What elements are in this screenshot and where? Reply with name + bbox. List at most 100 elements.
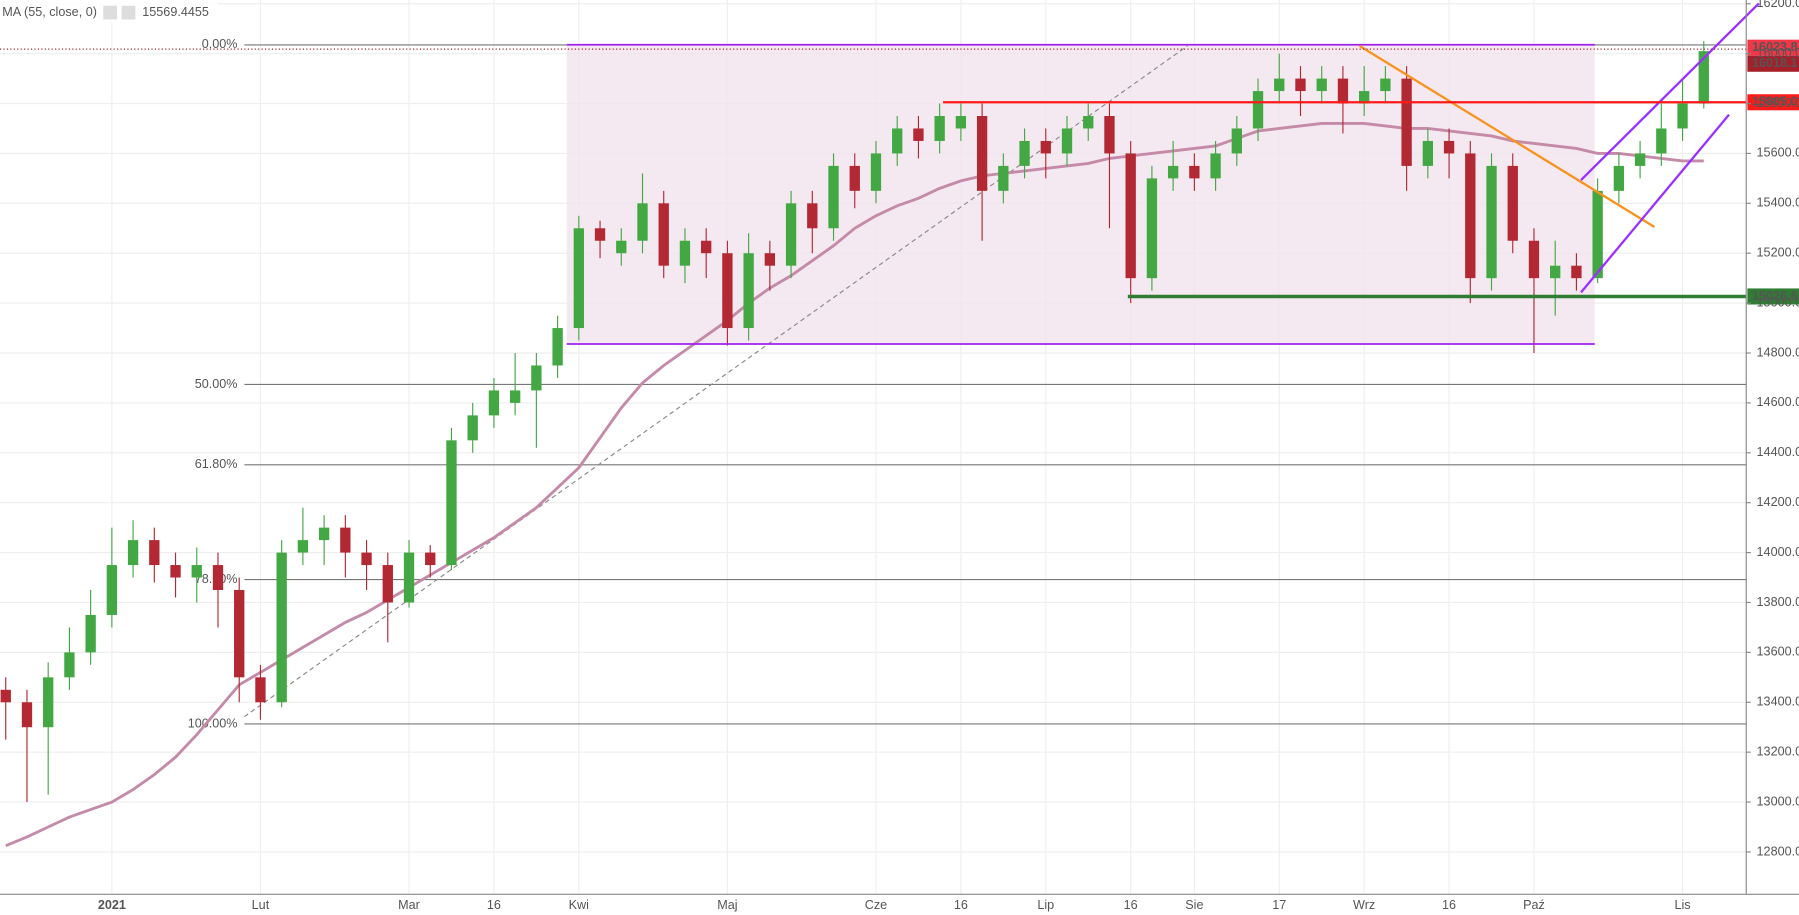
- candle-body: [1528, 240, 1540, 279]
- candle-body: [1634, 153, 1646, 166]
- candle-body: [149, 540, 160, 566]
- price-badge-label: 15805.0: [1752, 95, 1798, 109]
- indicator-name: MA (55, close, 0): [2, 5, 97, 19]
- candle-body: [1337, 78, 1349, 104]
- y-tick-label: 13800.0: [1757, 595, 1799, 609]
- candle-body: [594, 228, 606, 241]
- candle-body: [934, 116, 945, 141]
- candle-body: [43, 677, 54, 728]
- candle-body: [467, 415, 478, 441]
- candle-body: [127, 540, 139, 566]
- candle-body: [1401, 78, 1412, 166]
- candle-body: [1104, 116, 1115, 154]
- candle-body: [892, 128, 903, 154]
- candle-body: [170, 565, 181, 578]
- y-tick-label: 12800.0: [1757, 844, 1799, 858]
- fib-trend-line: [244, 45, 1188, 718]
- candle-body: [1316, 78, 1327, 92]
- candle-body: [1571, 265, 1582, 279]
- candle-body: [1167, 165, 1179, 179]
- candle-body: [0, 689, 11, 703]
- candle-body: [807, 203, 818, 229]
- candle-body: [21, 702, 33, 728]
- candle-body: [382, 565, 393, 603]
- candle-body: [425, 552, 436, 566]
- candle-body: [1422, 140, 1434, 166]
- x-tick-label: Mar: [398, 898, 420, 912]
- y-tick-label: 15200.0: [1757, 246, 1799, 260]
- candle-body: [1613, 165, 1625, 191]
- y-tick-label: 15400.0: [1757, 196, 1799, 210]
- x-tick-label: Paź: [1523, 898, 1545, 912]
- channel-lower: [1580, 113, 1730, 294]
- indicator-value: 15569.4455: [142, 5, 209, 19]
- x-tick-label: Cze: [865, 898, 887, 912]
- x-tick-label: Sie: [1185, 898, 1203, 912]
- x-tick-label: 17: [1272, 898, 1286, 912]
- candle-body: [1210, 153, 1221, 179]
- candle-body: [1019, 140, 1030, 166]
- fib-label: 50.00%: [195, 377, 238, 391]
- candle-body: [1592, 190, 1603, 279]
- x-tick-label: 16: [1442, 898, 1456, 912]
- candle-body: [1189, 165, 1200, 179]
- price-badge: [1747, 55, 1799, 72]
- candle-body: [701, 240, 712, 254]
- x-tick-label: Lis: [1674, 898, 1690, 912]
- levels: 16023.8 16018.1 15805.0 15026.6: [0, 39, 1799, 305]
- candle-body: [1507, 165, 1518, 241]
- price-badge-label: 16018.1: [1752, 56, 1798, 70]
- candle-body: [340, 527, 351, 553]
- candle-body: [255, 677, 266, 703]
- fib-label: 100.00%: [188, 716, 238, 730]
- legend: MA (55, close, 0) 15569.4455: [0, 0, 218, 23]
- candle-body: [106, 565, 118, 615]
- close-icon[interactable]: [121, 5, 136, 20]
- y-tick-label: 15000.0: [1757, 295, 1799, 309]
- price-badge: [1747, 288, 1799, 305]
- ma-line: [5, 122, 1704, 848]
- candle-body: [1550, 265, 1561, 279]
- candle-body: [1125, 153, 1136, 279]
- candle-body: [488, 390, 500, 416]
- candle-body: [297, 540, 309, 553]
- candle-body: [1677, 103, 1688, 129]
- candle-body: [870, 153, 882, 191]
- candle-body: [998, 165, 1009, 191]
- candle-body: [658, 203, 669, 266]
- settings-icon[interactable]: [103, 5, 118, 20]
- candle-body: [276, 552, 287, 703]
- candle-body: [509, 390, 521, 403]
- candle-body: [1295, 78, 1306, 92]
- candle-body: [828, 165, 839, 229]
- candle-body: [1040, 140, 1051, 154]
- y-tick-label: 13600.0: [1757, 645, 1799, 659]
- candle-body: [1359, 91, 1370, 104]
- x-tick-label: Lip: [1037, 898, 1054, 912]
- x-tick-label: 16: [954, 898, 968, 912]
- x-tick-label: Maj: [717, 898, 737, 912]
- x-tick-label: Kwi: [569, 898, 589, 912]
- candle-body: [212, 565, 224, 591]
- candle-body: [446, 440, 457, 566]
- candle-body: [552, 328, 563, 366]
- range-box: [566, 44, 1595, 344]
- axes: 12800.0 13000.0 13200.0 13400.0 13600.0 13800…: [98, 0, 1799, 912]
- candle-body: [976, 116, 988, 191]
- candle-body: [1252, 91, 1264, 129]
- candle-body: [1698, 51, 1709, 104]
- candle-body: [785, 203, 797, 266]
- candle-body: [743, 253, 754, 329]
- x-tick-label: Wrz: [1353, 898, 1375, 912]
- candle-body: [1486, 165, 1497, 279]
- y-tick-label: 16000.0: [1757, 46, 1799, 60]
- candle-body: [234, 590, 245, 678]
- y-tick-label: 14200.0: [1757, 495, 1799, 509]
- candle-body: [1274, 78, 1285, 92]
- y-tick-label: 14400.0: [1757, 445, 1799, 459]
- y-tick-label: 16200.0: [1757, 0, 1799, 10]
- candle-body: [637, 203, 648, 241]
- y-tick-label: 13400.0: [1757, 695, 1799, 709]
- candle-body: [1231, 128, 1242, 154]
